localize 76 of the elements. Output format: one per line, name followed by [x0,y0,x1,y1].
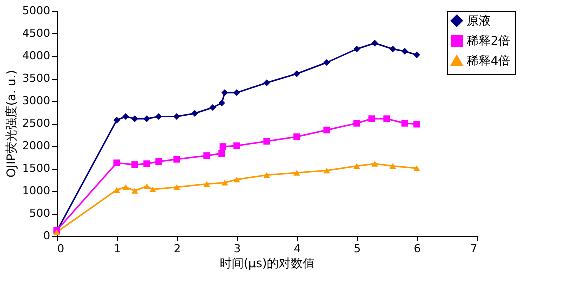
legend-label: 原液 [467,14,491,28]
point [122,113,130,120]
point [122,184,130,190]
point [264,172,270,178]
y-tick-label: 4000 [22,50,50,62]
y-tick-label: 3000 [22,94,50,108]
point [114,160,120,166]
point [222,180,228,186]
point [294,170,300,176]
point [174,184,180,190]
y-tick-label: 500 [30,207,50,220]
x-axis-title: 时间(μs)的对数值 [220,256,316,270]
x-tick-label: 3 [234,242,241,256]
y-tick-label: 0 [44,230,50,242]
point [324,168,330,174]
point [414,166,420,172]
point [174,113,180,120]
x-tick-label: 7 [470,242,478,256]
point [294,134,300,140]
point [354,46,360,53]
point [114,187,120,194]
point [144,184,150,190]
point [234,176,240,183]
point [192,110,198,117]
point [372,161,378,167]
point [222,90,228,96]
y-axis-title: OJIP荧光强度(a. u.) [4,70,19,178]
x-tick-label: 1 [114,242,121,256]
point [156,113,162,120]
point [132,162,138,168]
y-tick-label: 2500 [22,117,50,130]
legend-label: 稀释4倍 [467,54,511,68]
point [210,104,216,112]
point [390,163,396,170]
point [294,70,300,78]
point [218,100,226,107]
point [372,40,378,47]
point [354,163,360,170]
point [174,156,180,163]
point [368,116,376,122]
x-tick-label: 0 [58,242,64,256]
x-tick-label: 5 [354,242,361,256]
y-tick-label: 5000 [22,4,50,18]
y-tick-label: 4500 [22,27,50,40]
y-tick-label: 2000 [22,140,50,152]
point [264,138,270,145]
point [204,152,210,160]
point [204,181,210,188]
point [402,48,408,55]
point [414,52,420,58]
x-tick-label: 6 [414,242,421,256]
point [144,160,150,168]
point [218,150,226,158]
point [156,158,162,166]
y-tick-label: 3500 [22,72,50,85]
point [414,121,420,128]
point [390,46,396,53]
point [234,142,240,150]
point [114,116,120,124]
point [324,59,330,66]
y-tick-label: 1000 [22,184,50,198]
point [150,186,156,193]
point [384,116,390,122]
point [132,116,138,122]
point [402,120,408,127]
y-tick-label: 1500 [22,162,50,175]
point [324,126,330,134]
point [220,144,227,150]
point [132,188,138,194]
point [144,116,150,122]
point [264,80,270,86]
point [354,120,360,127]
legend-label: 稀释2倍 [467,34,511,48]
x-tick-label: 2 [174,242,181,256]
x-tick-label: 4 [294,242,301,256]
point [234,90,240,96]
